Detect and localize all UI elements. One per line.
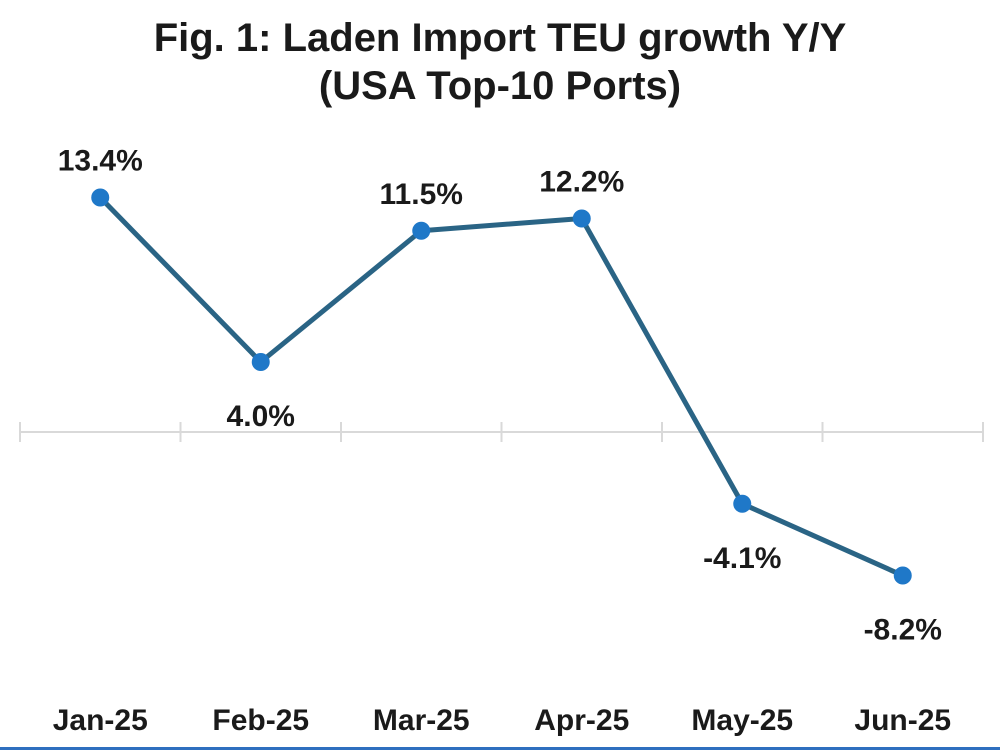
data-label: 13.4% <box>58 145 143 178</box>
x-tick-label: Jun-25 <box>854 704 951 737</box>
data-point-marker <box>91 188 110 207</box>
x-tick-label: Feb-25 <box>212 704 309 737</box>
series-line <box>97 195 906 578</box>
x-tick-label: Mar-25 <box>373 704 470 737</box>
data-label: 4.0% <box>227 400 295 433</box>
chart-title: Fig. 1: Laden Import TEU growth Y/Y <box>153 16 847 60</box>
series-layer <box>91 188 912 585</box>
chart-title-block: Fig. 1: Laden Import TEU growth Y/Y (USA… <box>0 14 1000 110</box>
data-label: 12.2% <box>539 166 624 199</box>
data-point-marker <box>733 494 752 513</box>
data-label: -8.2% <box>864 614 942 647</box>
data-label: -4.1% <box>703 542 781 575</box>
x-tick-label: May-25 <box>691 704 793 737</box>
x-tick-label: Jan-25 <box>53 704 148 737</box>
x-axis <box>19 422 984 442</box>
data-point-marker <box>412 221 431 240</box>
data-label: 11.5% <box>380 178 463 211</box>
data-point-marker <box>251 353 270 371</box>
x-tick-label-layer: Jan-25 Feb-25 Mar-25 Apr-25 May-25 Jun-25 <box>53 704 951 737</box>
chart-subtitle: (USA Top-10 Ports) <box>318 64 682 108</box>
data-point-marker <box>572 209 591 228</box>
data-label-layer: 13.4% 4.0% 11.5% 12.2% -4.1% -8.2% <box>58 145 942 647</box>
data-point-marker <box>893 566 912 585</box>
x-tick-label: Apr-25 <box>534 704 629 737</box>
